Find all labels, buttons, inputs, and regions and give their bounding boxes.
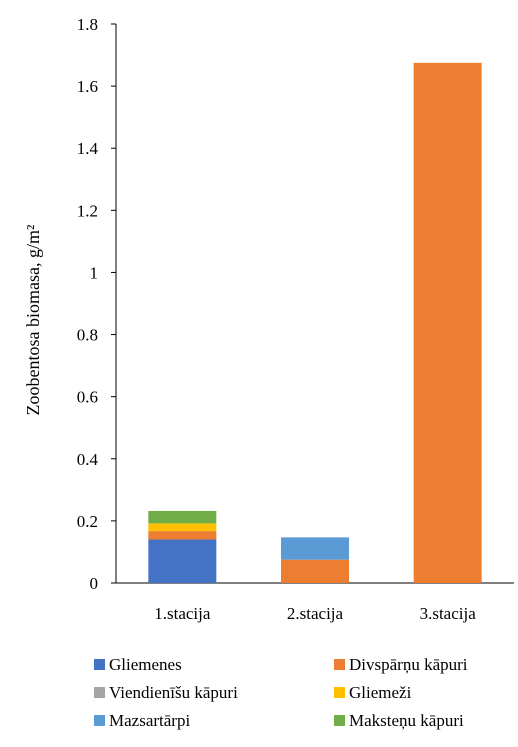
legend-swatch: [334, 715, 345, 726]
legend-label: Maksteņu kāpuri: [349, 711, 464, 730]
bar-segment: [281, 537, 349, 560]
x-axis-ticks: 1.stacija 2.stacija 3.stacija: [154, 604, 476, 623]
bar-segment: [281, 559, 349, 583]
legend: Gliemenes Divspārņu kāpuri Viendienīšu kāp…: [94, 655, 468, 730]
y-axis-label: Zoobentosa biomasa, g/m²: [23, 225, 43, 416]
legend-swatch: [94, 659, 105, 670]
bar-segment: [148, 539, 217, 583]
bar-segment: [148, 531, 217, 540]
y-tick-label: 1: [90, 263, 99, 282]
legend-label: Mazsartārpi: [109, 711, 190, 730]
bars: [148, 62, 482, 583]
bar-segment: [413, 62, 482, 583]
y-tick-label: 0.6: [77, 388, 98, 407]
x-tick-label: 2.stacija: [287, 604, 344, 623]
x-tick-label: 3.stacija: [420, 604, 477, 623]
y-tick-label: 1.6: [77, 77, 98, 96]
y-tick-label: 0: [90, 574, 99, 593]
x-tick-label: 1.stacija: [154, 604, 211, 623]
y-tick-label: 1.4: [77, 139, 99, 158]
bar-segment: [148, 523, 217, 532]
legend-label: Gliemeži: [349, 683, 412, 702]
legend-swatch: [94, 687, 105, 698]
y-tick-label: 0.4: [77, 450, 99, 469]
bar-segment: [148, 510, 217, 524]
y-tick-label: 0.2: [77, 512, 98, 531]
y-tick-label: 1.2: [77, 201, 98, 220]
y-axis-ticks: 0 0.2 0.4 0.6 0.8 1 1.2 1.4 1.6 1.8: [77, 15, 116, 593]
y-tick-label: 1.8: [77, 15, 98, 34]
legend-label: Viendienīšu kāpuri: [109, 683, 238, 702]
legend-swatch: [334, 659, 345, 670]
legend-label: Gliemenes: [109, 655, 182, 674]
legend-swatch: [94, 715, 105, 726]
legend-label: Divspārņu kāpuri: [349, 655, 468, 674]
legend-swatch: [334, 687, 345, 698]
y-tick-label: 0.8: [77, 326, 98, 345]
